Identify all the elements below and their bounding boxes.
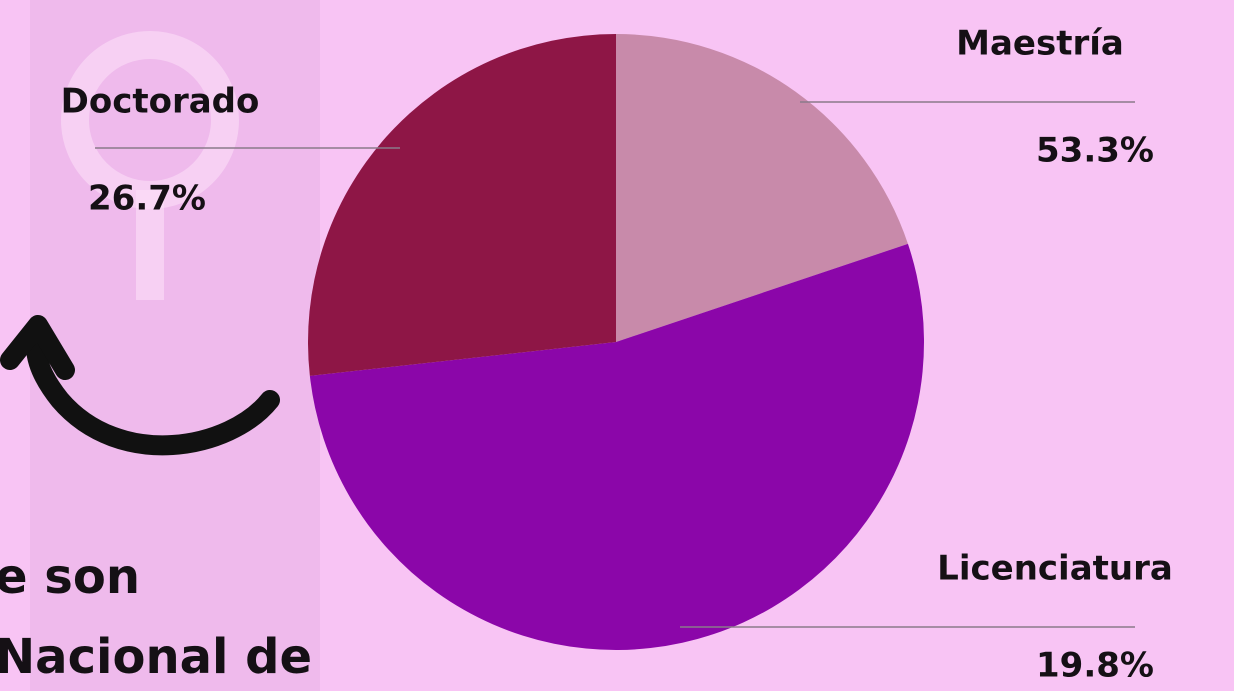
arrow — [26, 320, 280, 456]
female-symbol — [136, 190, 164, 300]
pie-slice — [309, 243, 924, 651]
value-label: 26.7% — [88, 179, 206, 219]
pie — [308, 34, 924, 651]
pie-slice — [308, 34, 616, 376]
slice-label: Maestría — [956, 24, 1124, 64]
slice-label: Licenciatura — [937, 549, 1173, 589]
caption: e son — [0, 549, 140, 605]
slice-label: Doctorado — [61, 82, 260, 122]
pie-slice — [616, 34, 908, 342]
value-label: 53.3% — [1036, 131, 1154, 171]
caption: Nacional de — [0, 629, 312, 685]
value-label: 19.8% — [1036, 646, 1154, 686]
arrow-head — [0, 315, 75, 380]
